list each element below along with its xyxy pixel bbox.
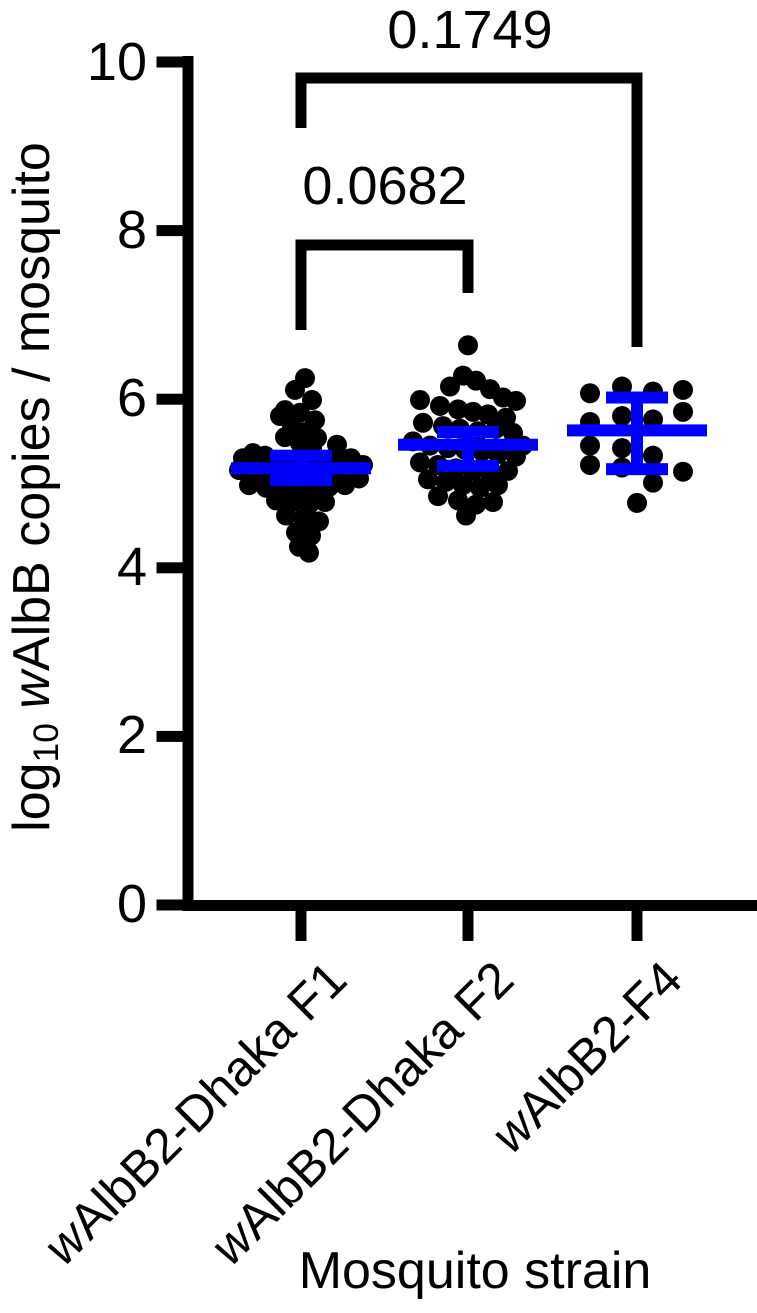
x-axis-line xyxy=(182,900,757,911)
data-point xyxy=(275,427,295,448)
data-point xyxy=(488,475,508,496)
data-point xyxy=(239,475,259,496)
data-point xyxy=(410,452,430,473)
mean-line xyxy=(567,424,707,437)
data-point xyxy=(673,401,693,422)
error-bar-cap-lower xyxy=(437,459,499,472)
data-point xyxy=(612,406,632,427)
x-axis-tick xyxy=(462,911,474,941)
data-point xyxy=(458,335,478,356)
data-point xyxy=(448,490,468,511)
data-point xyxy=(643,472,663,493)
error-bar-cap-upper xyxy=(270,449,332,462)
y-tick-label-6: 6 xyxy=(116,368,147,428)
data-point xyxy=(448,399,468,420)
data-point xyxy=(418,469,438,490)
data-point xyxy=(470,477,490,498)
data-point xyxy=(302,390,322,411)
data-point xyxy=(643,445,663,466)
y-axis-tick xyxy=(156,899,183,911)
x-axis-tick xyxy=(631,911,643,941)
y-axis-title: log10 wAlbB copies / mosquito xyxy=(3,67,66,907)
mean-line xyxy=(398,438,538,451)
data-point xyxy=(299,542,319,563)
data-point xyxy=(673,379,693,400)
data-point xyxy=(463,401,483,422)
data-point xyxy=(440,376,460,397)
x-axis-tick xyxy=(295,911,307,941)
y-tick-label-8: 8 xyxy=(116,200,147,260)
y-axis-title-log: log xyxy=(3,762,61,832)
data-point xyxy=(456,505,476,526)
y-axis-title-rest: AlbB copies / mosquito xyxy=(3,142,61,672)
data-point xyxy=(285,379,305,400)
data-point xyxy=(266,490,286,511)
y-axis-line xyxy=(182,56,194,911)
comparison-bracket-right-leg xyxy=(462,239,474,293)
error-bar-cap-lower xyxy=(606,463,668,476)
y-tick-label-2: 2 xyxy=(116,705,147,765)
data-point xyxy=(627,492,647,513)
error-bar-cap-lower xyxy=(270,474,332,487)
y-tick-label-10: 10 xyxy=(86,32,147,92)
data-point xyxy=(498,460,518,481)
data-point xyxy=(612,438,632,459)
y-tick-label-4: 4 xyxy=(116,537,147,597)
pvalue-comparison-2: 0.1749 xyxy=(387,0,553,60)
comparison-bracket-top xyxy=(295,72,643,84)
comparison-bracket-left-leg xyxy=(295,239,307,330)
error-bar-cap-upper xyxy=(437,426,499,439)
y-axis-title-subscript: 10 xyxy=(26,723,66,763)
y-axis-tick xyxy=(156,56,183,68)
data-point xyxy=(413,412,433,433)
x-axis-title: Mosquito strain xyxy=(298,1242,652,1300)
data-point xyxy=(580,383,600,404)
y-axis-tick xyxy=(156,730,183,742)
error-bar-cap-upper xyxy=(606,391,668,404)
mean-line xyxy=(231,462,371,475)
data-point xyxy=(410,390,430,411)
comparison-bracket-left-leg xyxy=(295,72,307,128)
y-axis-title-w-italic: w xyxy=(3,671,61,709)
data-point xyxy=(335,475,355,496)
comparison-bracket-top xyxy=(295,239,474,251)
data-point xyxy=(428,486,448,507)
data-point xyxy=(580,435,600,456)
y-tick-label-0: 0 xyxy=(116,874,147,934)
data-point xyxy=(483,492,503,513)
data-point xyxy=(673,461,693,482)
y-axis-tick xyxy=(156,562,183,574)
pvalue-comparison-1: 0.0682 xyxy=(302,156,468,216)
y-axis-title-space xyxy=(3,709,61,723)
y-axis-tick xyxy=(156,225,183,237)
data-point xyxy=(276,505,296,526)
y-axis-tick xyxy=(156,393,183,405)
data-point xyxy=(453,475,473,496)
comparison-bracket-right-leg xyxy=(631,72,643,347)
data-point xyxy=(315,492,335,513)
data-point xyxy=(430,395,450,416)
data-point xyxy=(506,390,526,411)
data-point xyxy=(580,454,600,475)
